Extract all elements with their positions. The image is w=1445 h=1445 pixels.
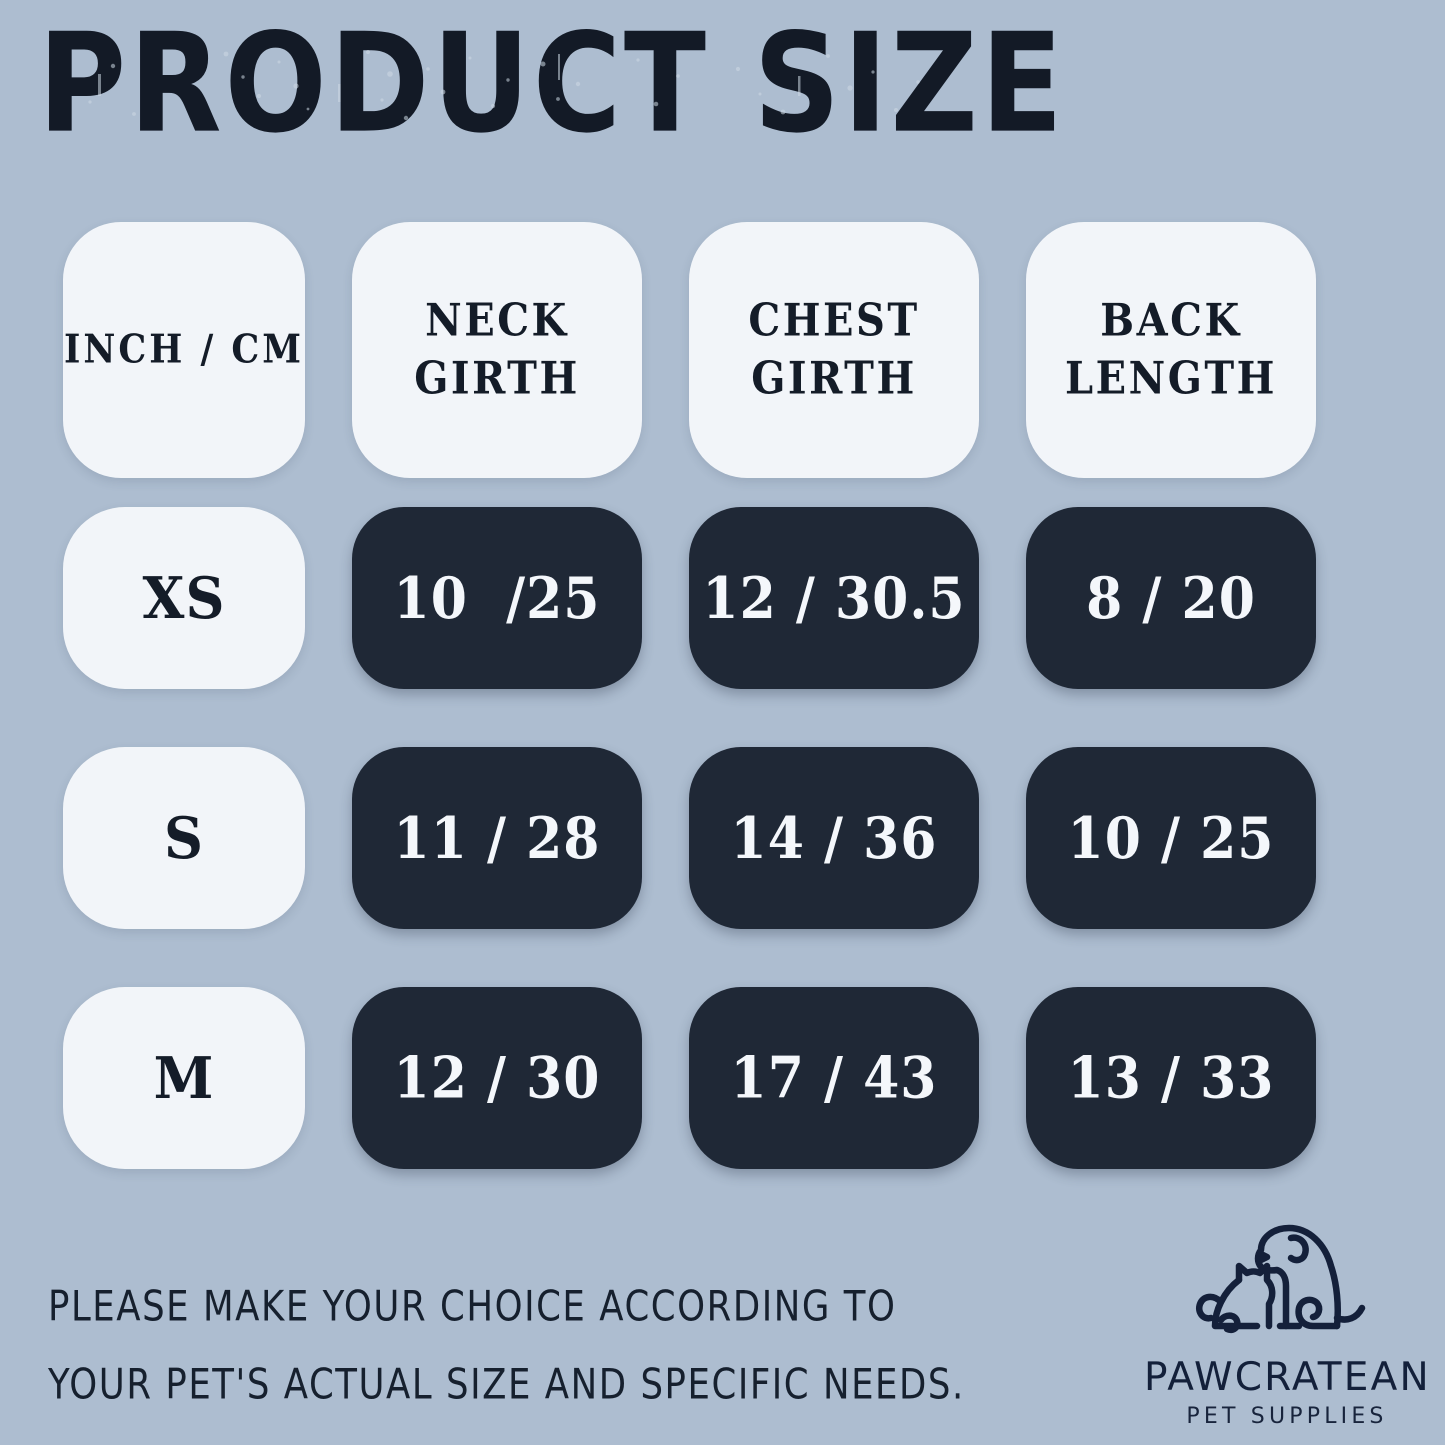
header-cell-neck-girth: NECK GIRTH xyxy=(352,222,642,478)
size-label-s: S xyxy=(164,804,204,872)
size-label-cell-m: M xyxy=(63,987,305,1169)
table-header-row: INCH / CM NECK GIRTH CHEST GIRTH BACK LE… xyxy=(63,222,1373,478)
header-label-back-length-line1: BACK xyxy=(1100,294,1242,347)
page-title-text: PRODUCT SIZE xyxy=(38,4,1066,164)
sizing-note-line-2: YOUR PET'S ACTUAL SIZE AND SPECIFIC NEED… xyxy=(48,1360,965,1409)
value-cell-xs-neck-girth: 10 /25 xyxy=(352,507,642,689)
header-label-chest-girth-line2: GIRTH xyxy=(751,352,917,405)
size-label-xs: XS xyxy=(142,564,226,632)
header-label-chest-girth: CHEST GIRTH xyxy=(748,292,919,408)
brand-tagline: PET SUPPLIES xyxy=(1186,1404,1388,1429)
header-label-neck-girth-line2: GIRTH xyxy=(414,352,580,405)
header-cell-units: INCH / CM xyxy=(63,222,305,478)
value-m-chest-girth: 17 / 43 xyxy=(730,1044,938,1112)
value-m-neck-girth: 12 / 30 xyxy=(393,1044,601,1112)
size-label-cell-xs: XS xyxy=(63,507,305,689)
table-row: XS 10 /25 12 / 30.5 8 / 20 xyxy=(63,478,1373,718)
value-s-back-length: 10 / 25 xyxy=(1067,804,1275,872)
value-cell-m-back-length: 13 / 33 xyxy=(1026,987,1316,1169)
header-label-neck-girth-line1: NECK xyxy=(425,294,569,347)
header-label-neck-girth: NECK GIRTH xyxy=(414,292,579,408)
brand-logo: PAWCRATEAN PET SUPPLIES xyxy=(1144,1222,1430,1432)
header-cell-back-length: BACK LENGTH xyxy=(1026,222,1316,478)
value-cell-m-chest-girth: 17 / 43 xyxy=(689,987,979,1169)
size-table: INCH / CM NECK GIRTH CHEST GIRTH BACK LE… xyxy=(63,222,1373,1198)
table-row: S 11 / 28 14 / 36 10 / 25 xyxy=(63,718,1373,958)
value-cell-s-chest-girth: 14 / 36 xyxy=(689,747,979,929)
table-row: M 12 / 30 17 / 43 13 / 33 xyxy=(63,958,1373,1198)
value-m-back-length: 13 / 33 xyxy=(1067,1044,1275,1112)
size-label-m: M xyxy=(153,1044,215,1112)
value-cell-s-neck-girth: 11 / 28 xyxy=(352,747,642,929)
brand-name: PAWCRATEAN xyxy=(1144,1355,1431,1400)
value-cell-xs-chest-girth: 12 / 30.5 xyxy=(689,507,979,689)
header-label-chest-girth-line1: CHEST xyxy=(748,294,920,347)
value-s-chest-girth: 14 / 36 xyxy=(730,804,938,872)
sizing-note-line-1: PLEASE MAKE YOUR CHOICE ACCORDING TO xyxy=(48,1282,897,1331)
value-xs-neck-girth: 10 /25 xyxy=(393,564,601,632)
header-label-units: INCH / CM xyxy=(63,326,305,373)
page-title: PRODUCT SIZE xyxy=(38,13,1063,154)
value-xs-back-length: 8 / 20 xyxy=(1086,564,1256,632)
value-s-neck-girth: 11 / 28 xyxy=(393,804,601,872)
value-cell-s-back-length: 10 / 25 xyxy=(1026,747,1316,929)
sizing-note: PLEASE MAKE YOUR CHOICE ACCORDING TO YOU… xyxy=(48,1268,963,1424)
value-xs-chest-girth: 12 / 30.5 xyxy=(702,564,966,632)
dog-and-cat-line-art-icon xyxy=(1196,1224,1366,1334)
header-label-back-length: BACK LENGTH xyxy=(1065,292,1277,408)
size-label-cell-s: S xyxy=(63,747,305,929)
header-label-back-length-line2: LENGTH xyxy=(1065,352,1277,405)
value-cell-m-neck-girth: 12 / 30 xyxy=(352,987,642,1169)
value-cell-xs-back-length: 8 / 20 xyxy=(1026,507,1316,689)
header-cell-chest-girth: CHEST GIRTH xyxy=(689,222,979,478)
